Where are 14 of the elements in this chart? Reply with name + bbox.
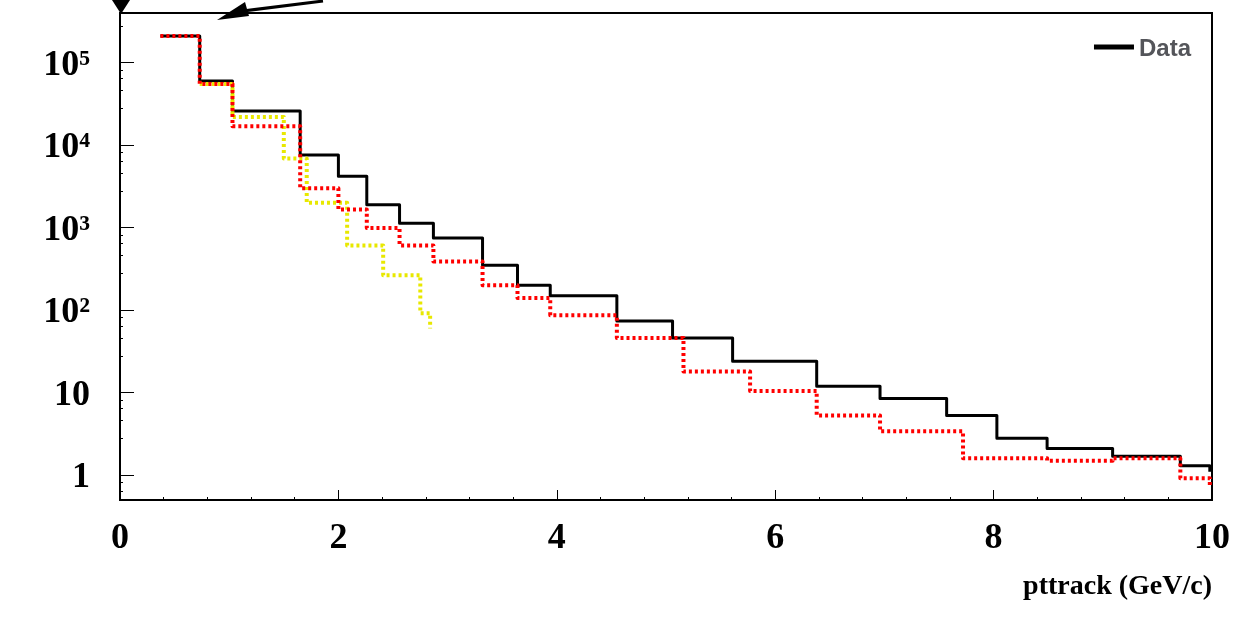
- x-tick-label: 8: [984, 516, 1003, 556]
- y-tick-label: 10⁵: [43, 42, 91, 83]
- y-tick-label: 1: [72, 455, 90, 496]
- x-tick-label: 2: [329, 516, 348, 556]
- y-tick-label: 10⁴: [43, 125, 91, 166]
- y-tick-label: 10²: [43, 290, 90, 331]
- y-tick-label: 10³: [43, 207, 91, 248]
- x-tick-label: 0: [111, 516, 129, 556]
- x-axis-title: pttrack (GeV/c): [1023, 568, 1212, 600]
- x-tick-label: 4: [547, 516, 566, 556]
- y-tick-label: 10: [54, 372, 90, 413]
- legend-label: Data: [1138, 33, 1192, 61]
- x-tick-label: 10: [1194, 516, 1230, 556]
- x-tick-label: 6: [766, 516, 785, 556]
